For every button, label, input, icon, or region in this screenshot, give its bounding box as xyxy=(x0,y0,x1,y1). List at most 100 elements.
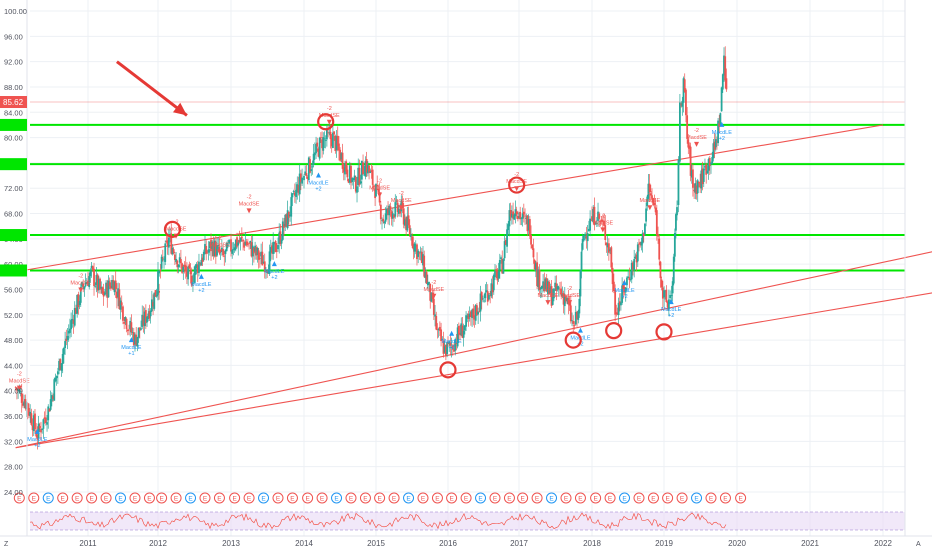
earnings-icon[interactable] xyxy=(489,492,501,504)
earnings-icon[interactable] xyxy=(574,492,586,504)
highlight-circle[interactable] xyxy=(655,323,673,341)
earnings-icon[interactable] xyxy=(460,492,472,504)
earnings-icon[interactable] xyxy=(431,492,443,504)
candle-body xyxy=(189,269,192,275)
earnings-icon[interactable] xyxy=(590,492,602,504)
signal-count: +2 xyxy=(668,313,674,319)
earnings-icon[interactable] xyxy=(359,492,371,504)
earnings-icon[interactable] xyxy=(705,492,717,504)
earnings-icon[interactable] xyxy=(100,492,112,504)
earnings-icon[interactable] xyxy=(185,492,197,504)
earnings-icon[interactable] xyxy=(719,492,731,504)
earnings-icon[interactable] xyxy=(86,492,98,504)
candle-body xyxy=(324,140,327,141)
trend-line[interactable] xyxy=(15,124,884,273)
earnings-icon[interactable] xyxy=(13,492,25,504)
earnings-icon[interactable] xyxy=(676,492,688,504)
earnings-icon[interactable] xyxy=(517,492,529,504)
candle-body xyxy=(436,329,439,330)
annotation-arrow[interactable] xyxy=(116,60,188,117)
earnings-icon[interactable] xyxy=(28,492,40,504)
earnings-icon[interactable] xyxy=(735,492,747,504)
earnings-icon[interactable] xyxy=(156,492,168,504)
earnings-icon[interactable] xyxy=(560,492,572,504)
earnings-icon[interactable] xyxy=(302,492,314,504)
signal-count: -2 xyxy=(377,179,382,185)
earnings-icon[interactable] xyxy=(331,492,343,504)
candle-body xyxy=(599,221,602,222)
candle-body xyxy=(677,159,680,206)
candle-body xyxy=(600,219,603,222)
earnings-icon[interactable] xyxy=(546,492,558,504)
corner-label-left[interactable]: Z xyxy=(4,541,9,548)
earnings-icon[interactable] xyxy=(345,492,357,504)
highlight-circle[interactable] xyxy=(439,361,457,379)
highlight-circle[interactable] xyxy=(508,176,526,194)
trend-line[interactable] xyxy=(15,251,932,449)
earnings-icon[interactable] xyxy=(129,492,141,504)
corner-label-right[interactable]: A xyxy=(916,541,921,548)
candle-body xyxy=(562,293,565,305)
earnings-icon[interactable] xyxy=(691,492,703,504)
earnings-icon[interactable] xyxy=(71,492,83,504)
earnings-icon[interactable] xyxy=(633,492,645,504)
candle-body xyxy=(532,248,535,258)
earnings-icon[interactable] xyxy=(258,492,270,504)
highlight-circle[interactable] xyxy=(564,331,582,349)
candle-body xyxy=(482,298,484,300)
earnings-label: E xyxy=(89,496,94,503)
earnings-icon[interactable] xyxy=(243,492,255,504)
earnings-icon[interactable] xyxy=(316,492,328,504)
earnings-icon[interactable] xyxy=(662,492,674,504)
candle-body xyxy=(551,297,554,305)
candle-body xyxy=(350,165,352,183)
earnings-icon[interactable] xyxy=(503,492,515,504)
buy-arrow-icon xyxy=(315,172,321,178)
earnings-icon[interactable] xyxy=(286,492,298,504)
candle-body xyxy=(534,263,537,271)
earnings-icon[interactable] xyxy=(604,492,616,504)
oscillator-pane xyxy=(29,511,905,531)
earnings-icon[interactable] xyxy=(531,492,543,504)
earnings-icon[interactable] xyxy=(446,492,458,504)
earnings-icon[interactable] xyxy=(229,492,241,504)
sell-arrow-icon xyxy=(78,287,84,293)
highlight-circle[interactable] xyxy=(317,113,335,131)
candle-body xyxy=(465,315,467,327)
earnings-icon[interactable] xyxy=(42,492,54,504)
candle-body xyxy=(682,78,685,103)
earnings-icon[interactable] xyxy=(619,492,631,504)
earnings-icon[interactable] xyxy=(403,492,415,504)
candle-body xyxy=(144,310,147,324)
earnings-icon[interactable] xyxy=(170,492,182,504)
candle-body xyxy=(37,423,40,438)
earnings-icon[interactable] xyxy=(57,492,69,504)
candle-body xyxy=(454,340,457,351)
earnings-icon[interactable] xyxy=(374,492,386,504)
earnings-icon[interactable] xyxy=(115,492,127,504)
earnings-icon[interactable] xyxy=(417,492,429,504)
candle-body xyxy=(291,193,294,198)
earnings-label: E xyxy=(320,496,325,503)
candle-body xyxy=(522,211,525,215)
signal-label: MacdSE xyxy=(559,293,580,299)
candle-body xyxy=(639,242,642,245)
highlight-circle[interactable] xyxy=(605,322,623,340)
earnings-icon[interactable] xyxy=(647,492,659,504)
earnings-icon[interactable] xyxy=(213,492,225,504)
earnings-icon[interactable] xyxy=(272,492,284,504)
candle-body xyxy=(112,280,115,291)
trend-line[interactable] xyxy=(15,292,932,449)
earnings-icon[interactable] xyxy=(388,492,400,504)
earnings-icon[interactable] xyxy=(143,492,155,504)
candle-body xyxy=(232,249,235,250)
earnings-icon[interactable] xyxy=(199,492,211,504)
candle-body xyxy=(553,288,555,299)
candle-body xyxy=(205,245,208,254)
earnings-icon[interactable] xyxy=(475,492,487,504)
candle-body xyxy=(648,183,651,193)
signal-count: -2 xyxy=(78,273,83,279)
highlight-circle[interactable] xyxy=(163,220,182,238)
